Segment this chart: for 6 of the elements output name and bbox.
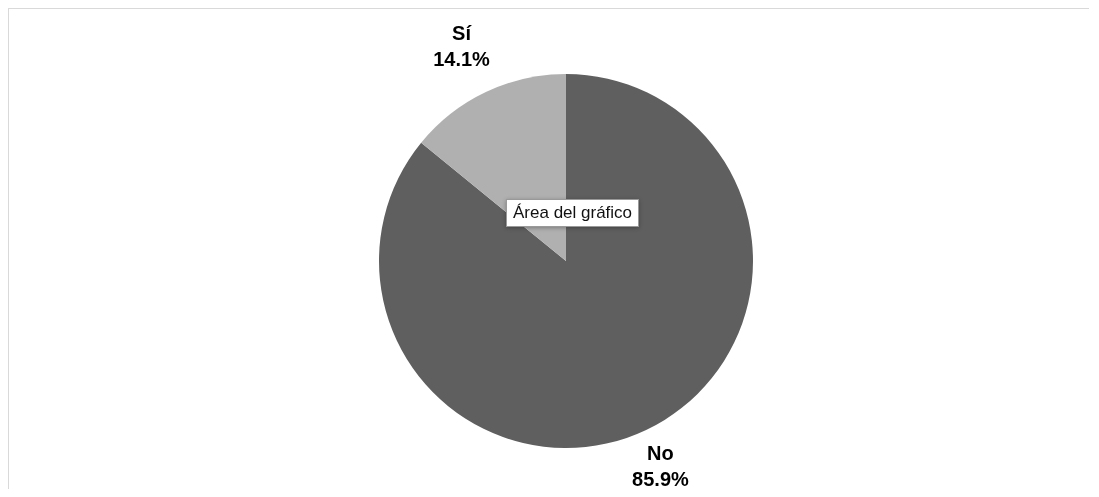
pie-slice: [379, 74, 753, 448]
slice-label: Sí: [452, 22, 473, 45]
data-label: 85.9%: [632, 467, 690, 490]
data-label: 14.1%: [433, 48, 491, 71]
text: Área del gráfico: [506, 199, 640, 227]
slice-label: No: [647, 441, 674, 464]
